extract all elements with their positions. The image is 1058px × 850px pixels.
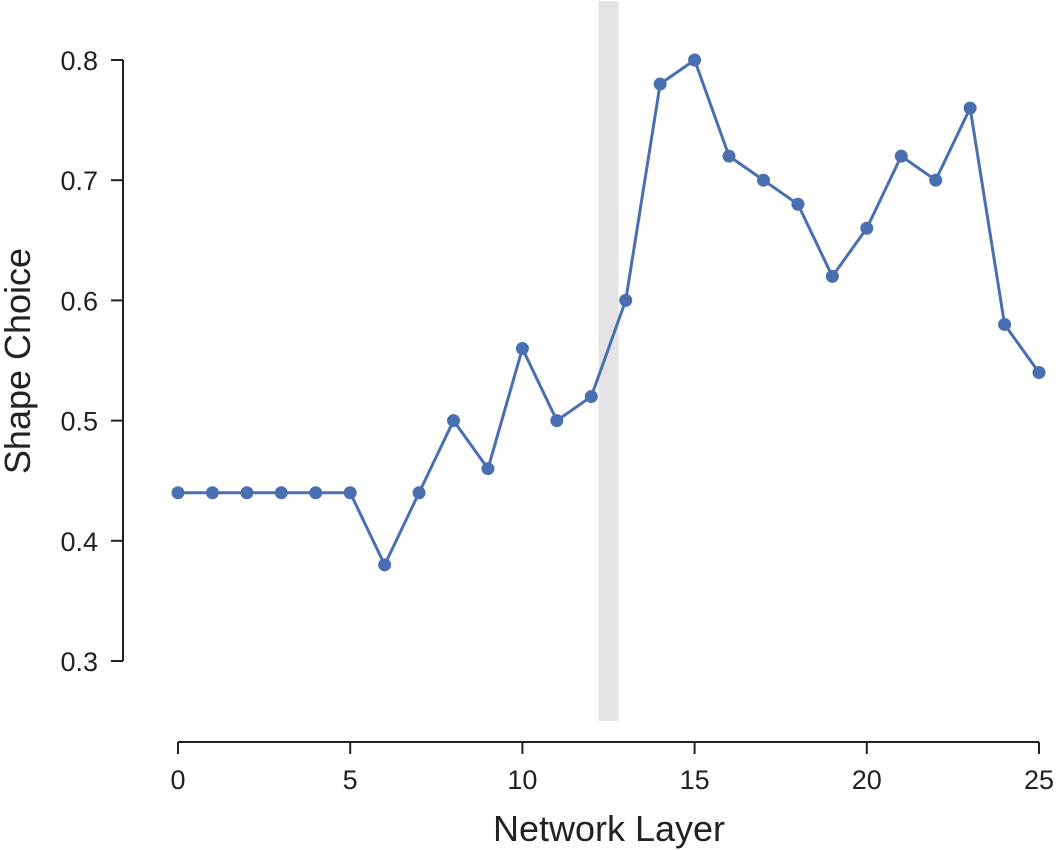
y-ticks: 0.3 0.4 0.5 0.6 0.7 0.8 xyxy=(60,46,123,677)
data-point xyxy=(791,197,805,211)
data-point xyxy=(584,390,598,404)
y-axis-title: Shape Choice xyxy=(0,248,38,474)
data-point xyxy=(860,221,874,235)
data-point xyxy=(653,77,667,91)
data-point xyxy=(963,101,977,115)
x-tick-label: 20 xyxy=(852,765,882,795)
y-tick-label: 0.6 xyxy=(60,286,98,316)
data-point xyxy=(619,293,633,307)
data-point xyxy=(929,173,943,187)
data-point xyxy=(688,53,702,67)
data-point xyxy=(412,486,426,500)
data-point xyxy=(515,341,529,355)
y-tick-label: 0.4 xyxy=(60,527,98,557)
x-tick-label: 10 xyxy=(507,765,537,795)
data-point xyxy=(825,269,839,283)
x-ticks: 0 5 10 15 20 25 xyxy=(170,742,1054,795)
y-tick-label: 0.8 xyxy=(60,46,98,76)
x-tick-label: 25 xyxy=(1024,765,1054,795)
highlight-band-layer xyxy=(598,1,619,721)
data-point xyxy=(894,149,908,163)
data-point xyxy=(722,149,736,163)
data-point xyxy=(447,414,461,428)
data-point xyxy=(274,486,288,500)
y-tick-label: 0.5 xyxy=(60,407,98,437)
data-point xyxy=(171,486,185,500)
x-tick-label: 0 xyxy=(170,765,185,795)
data-point xyxy=(240,486,254,500)
data-point xyxy=(550,414,564,428)
axes xyxy=(122,60,1039,743)
x-axis-title: Network Layer xyxy=(493,808,725,849)
y-tick-label: 0.3 xyxy=(60,647,98,677)
data-point xyxy=(481,462,495,476)
y-tick-label: 0.7 xyxy=(60,166,98,196)
data-point xyxy=(756,173,770,187)
data-point xyxy=(343,486,357,500)
data-point xyxy=(998,317,1012,331)
data-point xyxy=(378,558,392,572)
data-point xyxy=(1032,366,1046,380)
series-layer xyxy=(171,53,1046,572)
highlight-band xyxy=(598,1,619,721)
x-tick-label: 5 xyxy=(343,765,358,795)
x-tick-label: 15 xyxy=(680,765,710,795)
data-point xyxy=(309,486,323,500)
data-point xyxy=(205,486,219,500)
